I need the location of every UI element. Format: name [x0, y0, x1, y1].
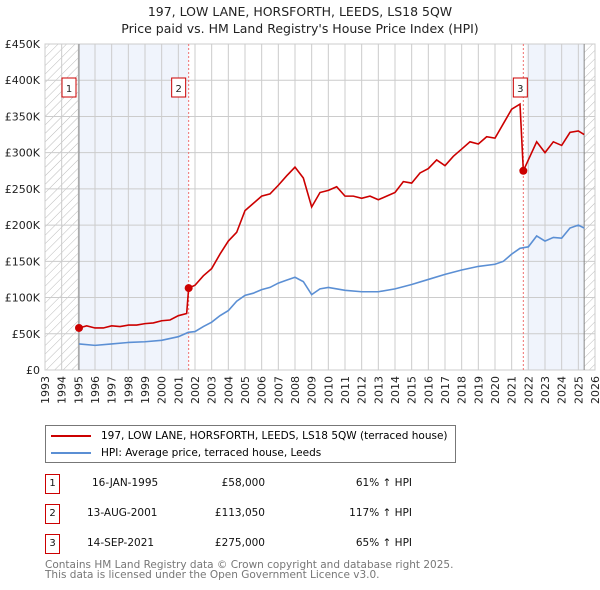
y-tick-label: £100K: [5, 292, 41, 305]
x-tick-label: 1994: [56, 376, 69, 404]
x-tick-label: 1997: [106, 376, 119, 404]
y-tick-label: £450K: [5, 38, 41, 51]
hatched-region: [584, 44, 595, 370]
x-tick-label: 1993: [39, 376, 52, 404]
y-tick-label: £50K: [12, 328, 41, 341]
sale-label-number: 1: [66, 84, 72, 95]
x-tick-label: 2017: [439, 376, 452, 404]
x-tick-label: 2025: [572, 376, 585, 404]
x-tick-label: 2002: [189, 376, 202, 404]
sale-row: 3 14-SEP-2021 £275,000 65% ↑ HPI: [45, 534, 465, 554]
sale-label-number: 2: [175, 84, 181, 95]
price-chart: 1993 1994 1995 1996 1997 1998 1999 2000 2001 2002…: [5, 38, 600, 404]
sale-marker-badge: 1: [45, 474, 60, 494]
legend-label: 197, LOW LANE, HORSFORTH, LEEDS, LS18 5Q…: [101, 430, 448, 442]
y-tick-label: £400K: [5, 74, 41, 87]
x-tick-label: 2011: [339, 376, 352, 404]
x-tick-label: 2014: [389, 376, 402, 404]
x-tick-label: 2019: [472, 376, 485, 404]
sale-hpi-change: 65% ↑ HPI: [355, 537, 412, 549]
x-tick-label: 2001: [172, 376, 185, 404]
x-tick-label: 1995: [72, 376, 85, 404]
x-tick-label: 1998: [122, 376, 135, 404]
x-tick-label: 2016: [422, 376, 435, 404]
y-tick-label: £300K: [5, 147, 41, 160]
footer-copyright: Contains HM Land Registry data © Crown c…: [45, 559, 454, 571]
shaded-region: [526, 44, 585, 370]
x-tick-label: 1996: [89, 376, 102, 404]
y-tick-label: £200K: [5, 219, 41, 232]
x-tick-label: 2005: [239, 376, 252, 404]
legend-swatch-blue: [51, 452, 91, 454]
x-tick-label: 2018: [456, 376, 469, 404]
shaded-region: [79, 44, 189, 370]
sale-point: [75, 323, 83, 332]
x-tick-label: 2004: [222, 376, 235, 404]
x-tick-label: 2012: [356, 376, 369, 404]
x-tick-label: 2010: [322, 376, 335, 404]
legend: 197, LOW LANE, HORSFORTH, LEEDS, LS18 5Q…: [45, 425, 456, 463]
y-tick-label: £250K: [5, 183, 41, 196]
sale-date: 16-JAN-1995: [92, 477, 159, 489]
y-tick-label: £350K: [5, 110, 41, 123]
plot-border: [44, 43, 596, 371]
y-tick-label: £150K: [5, 255, 41, 268]
x-tick-label: 2007: [272, 376, 285, 404]
x-tick-label: 2013: [372, 376, 385, 404]
price-paid-line: [78, 102, 585, 329]
chart-title: 197, LOW LANE, HORSFORTH, LEEDS, LS18 5Q…: [147, 4, 453, 19]
sale-point: [184, 284, 193, 293]
x-tick-label: 2015: [406, 376, 419, 404]
sale-row: 2 13-AUG-2001 £113,050 117% ↑ HPI: [45, 504, 465, 524]
x-tick-label: 2006: [256, 376, 269, 404]
legend-label: HPI: Average price, terraced house, Leed…: [101, 447, 322, 459]
x-tick-label: 2023: [539, 376, 552, 404]
footer-licence: This data is licensed under the Open Gov…: [45, 569, 380, 581]
sale-hpi-change: 117% ↑ HPI: [349, 507, 412, 519]
y-tick-label: £0: [26, 364, 40, 377]
legend-item-property: 197, LOW LANE, HORSFORTH, LEEDS, LS18 5Q…: [51, 428, 448, 444]
x-tick-label: 2022: [522, 376, 535, 404]
x-tick-label: 2024: [556, 376, 569, 404]
sale-date: 13-AUG-2001: [87, 507, 158, 519]
sale-label-box: [512, 77, 528, 98]
sale-row: 1 16-JAN-1995 £58,000 61% ↑ HPI: [45, 474, 465, 494]
x-tick-label: 2021: [506, 376, 519, 404]
x-tick-label: 1999: [139, 376, 152, 404]
x-tick-label: 2008: [289, 376, 302, 404]
sale-marker-badge: 3: [45, 534, 60, 554]
sale-label-number: 3: [517, 84, 523, 95]
sale-price: £275,000: [214, 537, 265, 549]
sale-point: [519, 166, 528, 175]
legend-swatch-red: [51, 435, 91, 437]
sale-label-box: [171, 77, 187, 98]
x-tick-label: 2020: [489, 376, 502, 404]
sale-label-box: [61, 77, 77, 98]
legend-item-hpi: HPI: Average price, terraced house, Leed…: [51, 445, 321, 461]
sale-price: £113,050: [214, 507, 265, 519]
x-tick-label: 2000: [156, 376, 169, 404]
chart-subtitle: Price paid vs. HM Land Registry's House …: [121, 21, 479, 36]
sale-price: £58,000: [221, 477, 265, 489]
x-tick-label: 2009: [306, 376, 319, 404]
sale-date: 14-SEP-2021: [87, 537, 155, 549]
sale-hpi-change: 61% ↑ HPI: [355, 477, 412, 489]
x-tick-label: 2026: [589, 376, 600, 404]
hpi-line: [78, 224, 585, 347]
sale-marker-badge: 2: [45, 504, 60, 524]
x-tick-label: 2003: [206, 376, 219, 404]
